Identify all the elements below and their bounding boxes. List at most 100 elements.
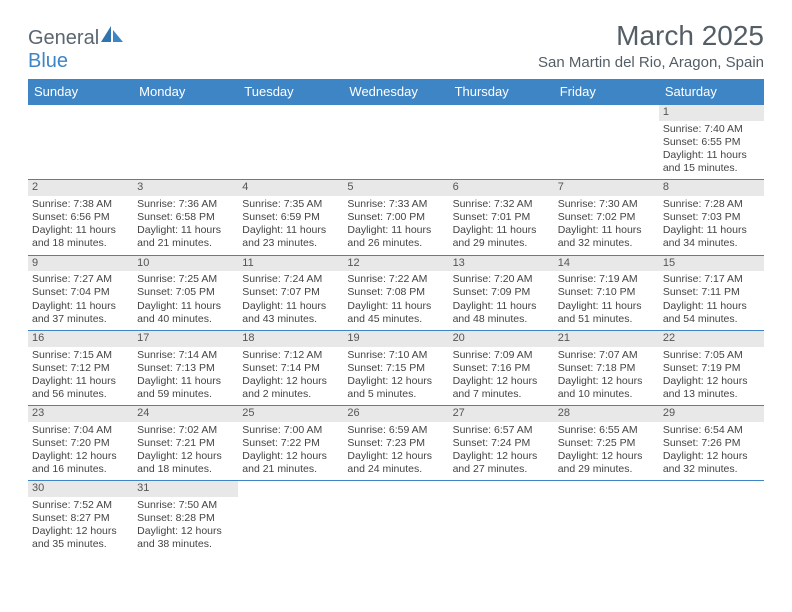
calendar-cell: 10Sunrise: 7:25 AMSunset: 7:05 PMDayligh… bbox=[133, 255, 238, 330]
daylight-text: and 7 minutes. bbox=[453, 388, 550, 401]
day-number: 17 bbox=[133, 331, 238, 347]
calendar-cell bbox=[449, 105, 554, 180]
sunrise-text: Sunrise: 7:28 AM bbox=[663, 198, 760, 211]
daylight-text: and 13 minutes. bbox=[663, 388, 760, 401]
daylight-text: and 32 minutes. bbox=[558, 237, 655, 250]
sunset-text: Sunset: 7:22 PM bbox=[242, 437, 339, 450]
day-number: 31 bbox=[133, 481, 238, 497]
daylight-text: Daylight: 12 hours bbox=[558, 375, 655, 388]
sunrise-text: Sunrise: 6:54 AM bbox=[663, 424, 760, 437]
calendar-cell: 15Sunrise: 7:17 AMSunset: 7:11 PMDayligh… bbox=[659, 255, 764, 330]
daylight-text: and 43 minutes. bbox=[242, 313, 339, 326]
day-number: 23 bbox=[28, 406, 133, 422]
daylight-text: Daylight: 11 hours bbox=[347, 224, 444, 237]
daylight-text: Daylight: 11 hours bbox=[558, 224, 655, 237]
calendar-page: GeneralBlue March 2025 San Martin del Ri… bbox=[0, 0, 792, 576]
day-number: 30 bbox=[28, 481, 133, 497]
calendar-cell: 11Sunrise: 7:24 AMSunset: 7:07 PMDayligh… bbox=[238, 255, 343, 330]
sunset-text: Sunset: 7:07 PM bbox=[242, 286, 339, 299]
calendar-cell: 25Sunrise: 7:00 AMSunset: 7:22 PMDayligh… bbox=[238, 406, 343, 481]
daylight-text: and 18 minutes. bbox=[137, 463, 234, 476]
daylight-text: and 40 minutes. bbox=[137, 313, 234, 326]
daylight-text: Daylight: 12 hours bbox=[242, 450, 339, 463]
calendar-cell bbox=[449, 481, 554, 556]
sunrise-text: Sunrise: 7:25 AM bbox=[137, 273, 234, 286]
day-number: 12 bbox=[343, 256, 448, 272]
calendar-cell: 7Sunrise: 7:30 AMSunset: 7:02 PMDaylight… bbox=[554, 180, 659, 255]
sunset-text: Sunset: 7:10 PM bbox=[558, 286, 655, 299]
daylight-text: Daylight: 11 hours bbox=[663, 224, 760, 237]
sunset-text: Sunset: 7:00 PM bbox=[347, 211, 444, 224]
location: San Martin del Rio, Aragon, Spain bbox=[538, 54, 764, 71]
daylight-text: and 5 minutes. bbox=[347, 388, 444, 401]
day-number: 5 bbox=[343, 180, 448, 196]
calendar-cell: 14Sunrise: 7:19 AMSunset: 7:10 PMDayligh… bbox=[554, 255, 659, 330]
sunrise-text: Sunrise: 7:14 AM bbox=[137, 349, 234, 362]
sunrise-text: Sunrise: 7:50 AM bbox=[137, 499, 234, 512]
daylight-text: Daylight: 11 hours bbox=[663, 149, 760, 162]
weekday-header: Sunday bbox=[28, 79, 133, 105]
sunset-text: Sunset: 7:05 PM bbox=[137, 286, 234, 299]
sunrise-text: Sunrise: 7:17 AM bbox=[663, 273, 760, 286]
calendar-row: 9Sunrise: 7:27 AMSunset: 7:04 PMDaylight… bbox=[28, 255, 764, 330]
calendar-cell: 31Sunrise: 7:50 AMSunset: 8:28 PMDayligh… bbox=[133, 481, 238, 556]
day-number: 29 bbox=[659, 406, 764, 422]
day-number: 2 bbox=[28, 180, 133, 196]
sunset-text: Sunset: 7:19 PM bbox=[663, 362, 760, 375]
daylight-text: and 24 minutes. bbox=[347, 463, 444, 476]
day-number: 3 bbox=[133, 180, 238, 196]
sunset-text: Sunset: 7:02 PM bbox=[558, 211, 655, 224]
sunrise-text: Sunrise: 7:30 AM bbox=[558, 198, 655, 211]
daylight-text: and 26 minutes. bbox=[347, 237, 444, 250]
weekday-header: Monday bbox=[133, 79, 238, 105]
calendar-cell: 26Sunrise: 6:59 AMSunset: 7:23 PMDayligh… bbox=[343, 406, 448, 481]
calendar-cell: 18Sunrise: 7:12 AMSunset: 7:14 PMDayligh… bbox=[238, 330, 343, 405]
daylight-text: Daylight: 12 hours bbox=[32, 525, 129, 538]
day-number: 8 bbox=[659, 180, 764, 196]
daylight-text: Daylight: 12 hours bbox=[663, 450, 760, 463]
calendar-cell: 27Sunrise: 6:57 AMSunset: 7:24 PMDayligh… bbox=[449, 406, 554, 481]
daylight-text: and 34 minutes. bbox=[663, 237, 760, 250]
day-number: 27 bbox=[449, 406, 554, 422]
sunrise-text: Sunrise: 6:59 AM bbox=[347, 424, 444, 437]
daylight-text: Daylight: 12 hours bbox=[663, 375, 760, 388]
daylight-text: and 56 minutes. bbox=[32, 388, 129, 401]
sunset-text: Sunset: 7:25 PM bbox=[558, 437, 655, 450]
sunset-text: Sunset: 7:21 PM bbox=[137, 437, 234, 450]
sunrise-text: Sunrise: 7:19 AM bbox=[558, 273, 655, 286]
daylight-text: Daylight: 12 hours bbox=[137, 525, 234, 538]
weekday-header: Thursday bbox=[449, 79, 554, 105]
day-number: 25 bbox=[238, 406, 343, 422]
daylight-text: and 48 minutes. bbox=[453, 313, 550, 326]
sunrise-text: Sunrise: 7:52 AM bbox=[32, 499, 129, 512]
day-number: 22 bbox=[659, 331, 764, 347]
calendar-cell bbox=[554, 105, 659, 180]
daylight-text: Daylight: 11 hours bbox=[242, 300, 339, 313]
sunrise-text: Sunrise: 7:12 AM bbox=[242, 349, 339, 362]
daylight-text: Daylight: 11 hours bbox=[32, 300, 129, 313]
sunset-text: Sunset: 6:56 PM bbox=[32, 211, 129, 224]
sunset-text: Sunset: 7:23 PM bbox=[347, 437, 444, 450]
daylight-text: Daylight: 12 hours bbox=[558, 450, 655, 463]
daylight-text: Daylight: 11 hours bbox=[347, 300, 444, 313]
daylight-text: and 27 minutes. bbox=[453, 463, 550, 476]
calendar-row: 23Sunrise: 7:04 AMSunset: 7:20 PMDayligh… bbox=[28, 406, 764, 481]
weekday-row: SundayMondayTuesdayWednesdayThursdayFrid… bbox=[28, 79, 764, 105]
sunset-text: Sunset: 6:55 PM bbox=[663, 136, 760, 149]
daylight-text: and 29 minutes. bbox=[453, 237, 550, 250]
daylight-text: Daylight: 12 hours bbox=[453, 450, 550, 463]
sunset-text: Sunset: 7:24 PM bbox=[453, 437, 550, 450]
sunset-text: Sunset: 7:03 PM bbox=[663, 211, 760, 224]
calendar-cell bbox=[554, 481, 659, 556]
daylight-text: Daylight: 11 hours bbox=[663, 300, 760, 313]
calendar-cell: 22Sunrise: 7:05 AMSunset: 7:19 PMDayligh… bbox=[659, 330, 764, 405]
sunrise-text: Sunrise: 7:09 AM bbox=[453, 349, 550, 362]
day-number: 20 bbox=[449, 331, 554, 347]
day-number: 24 bbox=[133, 406, 238, 422]
sunset-text: Sunset: 7:12 PM bbox=[32, 362, 129, 375]
day-number: 11 bbox=[238, 256, 343, 272]
sunrise-text: Sunrise: 7:04 AM bbox=[32, 424, 129, 437]
sunrise-text: Sunrise: 7:02 AM bbox=[137, 424, 234, 437]
calendar-cell bbox=[238, 481, 343, 556]
sunrise-text: Sunrise: 7:15 AM bbox=[32, 349, 129, 362]
